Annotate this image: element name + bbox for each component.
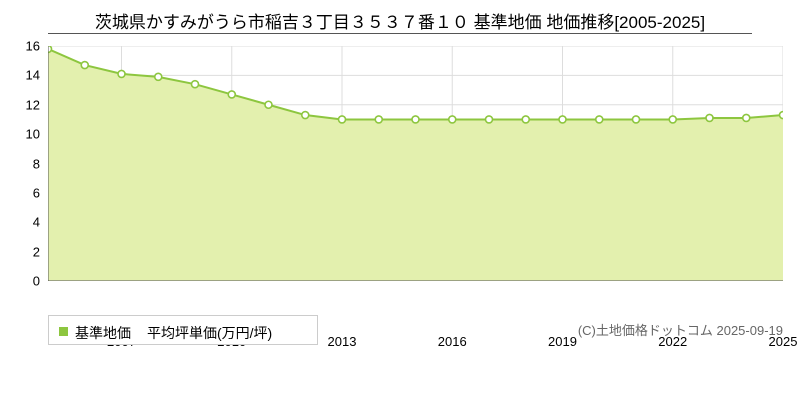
title-underline [48, 33, 752, 34]
y-tick-label: 12 [25, 97, 40, 113]
x-tick-label: 2022 [658, 334, 688, 349]
legend-label-secondary: 平均坪単価(万円/坪) [147, 325, 273, 341]
y-tick-label: 8 [32, 156, 40, 171]
x-tick-label: 2013 [327, 334, 357, 349]
credit-text: (C)土地価格ドットコム 2025-09-19 [577, 323, 783, 338]
x-tick-label: 2019 [548, 334, 577, 349]
legend-label-primary: 基準地価 [75, 325, 131, 341]
plot-svg [48, 46, 783, 281]
chart-title: 茨城県かすみがうら市稲吉３丁目３５３７番１０ 基準地価 地価推移[2005-20… [94, 13, 706, 32]
y-tick-label: 0 [32, 273, 40, 289]
x-tick-label: 2016 [437, 334, 467, 349]
y-tick-label: 14 [25, 67, 40, 83]
y-tick-label: 16 [25, 38, 40, 54]
x-tick-label: 2025 [768, 334, 798, 349]
legend: 基準地価 平均坪単価(万円/坪) [48, 315, 318, 345]
y-tick-label: 4 [32, 214, 40, 230]
y-tick-label: 6 [32, 185, 40, 201]
area-fill [48, 48, 783, 281]
legend-swatch-icon [59, 327, 68, 336]
data-point-markers [48, 46, 783, 124]
y-tick-label: 10 [25, 126, 40, 142]
y-tick-label: 2 [32, 244, 40, 260]
